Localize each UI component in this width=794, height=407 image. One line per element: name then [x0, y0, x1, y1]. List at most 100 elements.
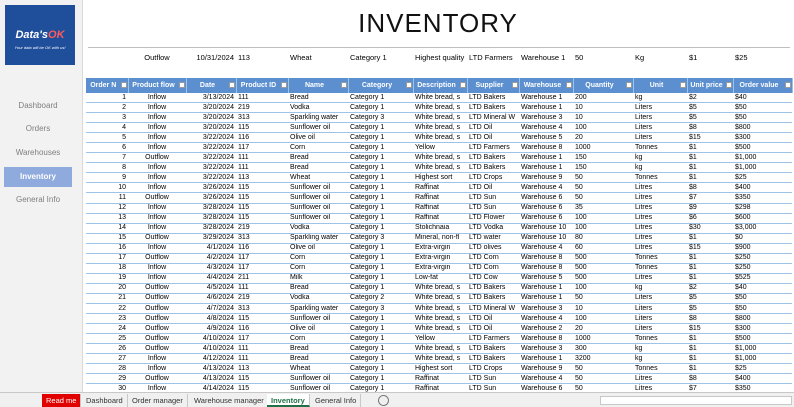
entry-field[interactable]: Wheat [290, 53, 312, 62]
table-cell: $1 [687, 333, 733, 345]
inventory-table: Order N Product flow Date Product ID Name Cat… [86, 78, 793, 395]
sheet-tab[interactable]: General Info [311, 394, 362, 407]
table-cell: 500 [573, 273, 633, 284]
table-cell: 100 [573, 313, 633, 325]
entry-field[interactable]: $25 [735, 53, 748, 62]
table-cell: 116 [236, 243, 288, 254]
table-cell: $5 [687, 293, 733, 304]
table-cell: LTD Oil [467, 122, 519, 134]
table-cell: 28 [86, 363, 128, 375]
table-cell: 15 [86, 233, 128, 244]
table-cell: 115 [236, 313, 288, 325]
table-cell: LTD Bakers [467, 102, 519, 114]
filter-button[interactable] [511, 82, 518, 88]
table-cell: $3,000 [733, 223, 792, 234]
column-header: Name [288, 78, 349, 93]
table-cell: 50 [573, 363, 633, 375]
filter-button[interactable] [228, 82, 235, 88]
table-cell: LTD Farmers [467, 333, 519, 345]
logo-word: Data's [15, 29, 49, 41]
entry-field[interactable]: LTD Farmers [469, 53, 513, 62]
filter-button[interactable] [725, 82, 732, 88]
table-cell: Outflow [128, 253, 186, 264]
table-cell: LTD Vodka [467, 223, 519, 234]
column-header: Order N [86, 78, 129, 93]
entry-field[interactable]: Highest quality [415, 53, 465, 62]
filter-button[interactable] [340, 82, 347, 88]
table-cell: 4/3/2024 [186, 263, 236, 274]
table-cell: Category 1 [348, 313, 413, 325]
nav-item[interactable]: Inventory [4, 167, 72, 187]
table-cell: Inflow [128, 263, 186, 274]
filter-button[interactable] [565, 82, 572, 88]
entry-field[interactable]: Kg [635, 53, 645, 62]
sheet-tab[interactable]: Warehouse manager [190, 394, 269, 407]
nav-item[interactable]: General Info [15, 195, 61, 204]
table-cell: 3 [86, 112, 128, 124]
table-cell: White bread, s [413, 343, 467, 355]
table-cell: $5 [687, 102, 733, 114]
filter-button[interactable] [280, 82, 287, 88]
table-cell: kg [633, 93, 687, 104]
table-cell: Outflow [128, 373, 186, 385]
filter-button[interactable] [405, 82, 412, 88]
table-cell: 500 [573, 253, 633, 264]
table-cell: $400 [733, 182, 792, 194]
table-cell: Category 2 [348, 293, 413, 304]
entry-field[interactable]: Outflow [144, 53, 170, 62]
nav-item[interactable]: Warehouses [15, 148, 61, 157]
table-cell: $15 [687, 132, 733, 144]
table-cell: Tonnes [633, 263, 687, 274]
entry-field[interactable]: $1 [689, 53, 698, 62]
sheet-tab[interactable]: Inventory [267, 394, 310, 407]
entry-field[interactable]: Category 1 [350, 53, 387, 62]
table-cell: 12 [86, 203, 128, 214]
nav-item[interactable]: Dashboard [18, 101, 58, 110]
sheet-tab[interactable]: Read me [42, 394, 82, 407]
table-cell: Inflow [128, 162, 186, 174]
nav-item[interactable]: Orders [25, 124, 51, 133]
filter-button[interactable] [120, 82, 127, 88]
table-cell: 11 [86, 192, 128, 204]
filter-button[interactable] [625, 82, 632, 88]
table-cell: Outflow [128, 323, 186, 335]
table-cell: 313 [236, 233, 288, 244]
table-cell: 150 [573, 162, 633, 174]
table-row: 9 Inflow 3/22/2024 113 Wheat Category 1 Highes… [86, 172, 792, 184]
sheet-tab[interactable]: Order manager [128, 394, 188, 407]
table-cell: 8 [86, 162, 128, 174]
entry-field[interactable]: 50 [575, 53, 584, 62]
filter-button[interactable] [178, 82, 185, 88]
filter-button[interactable] [784, 82, 791, 88]
table-cell: 25 [86, 333, 128, 345]
table-cell: 4/10/2024 [186, 343, 236, 355]
table-cell: $400 [733, 373, 792, 385]
table-cell: Inflow [128, 243, 186, 254]
entry-field[interactable]: 113 [238, 53, 250, 62]
table-cell: 1000 [573, 142, 633, 154]
table-cell: 3/20/2024 [186, 102, 236, 114]
table-row: 11 Outflow 3/26/2024 115 Sunflower oil Catego… [86, 192, 792, 204]
table-cell: Raffinat [413, 203, 467, 214]
table-cell: 117 [236, 253, 288, 264]
horizontal-scrollbar[interactable] [600, 396, 792, 405]
table-cell: $15 [687, 243, 733, 254]
table-cell: 5 [86, 132, 128, 144]
table-cell: Warehouse 3 [519, 112, 573, 124]
table-row: 22 Outflow 4/7/2024 313 Sparkling water Categ… [86, 303, 792, 315]
table-cell: Outflow [128, 293, 186, 304]
entry-field[interactable]: Warehouse 1 [521, 53, 566, 62]
add-sheet[interactable] [378, 395, 389, 406]
filter-button[interactable] [459, 82, 466, 88]
table-row: 16 Inflow 4/1/2024 116 Olive oil Category 1 Ex… [86, 243, 792, 254]
header-row: Order N Product flow Date Product ID Name Cat… [86, 78, 793, 93]
entry-field[interactable]: 10/31/2024 [196, 53, 234, 62]
table-cell: Bread [288, 353, 348, 365]
table-cell: 50 [573, 172, 633, 184]
table-cell: Warehouse 8 [519, 253, 573, 264]
filter-button[interactable] [679, 82, 686, 88]
table-cell: $40 [733, 93, 792, 104]
table-cell: 4/5/2024 [186, 283, 236, 294]
sheet-tab[interactable]: Dashboard [82, 394, 128, 407]
table-row: 8 Inflow 3/22/2024 111 Bread Category 1 White … [86, 162, 792, 174]
